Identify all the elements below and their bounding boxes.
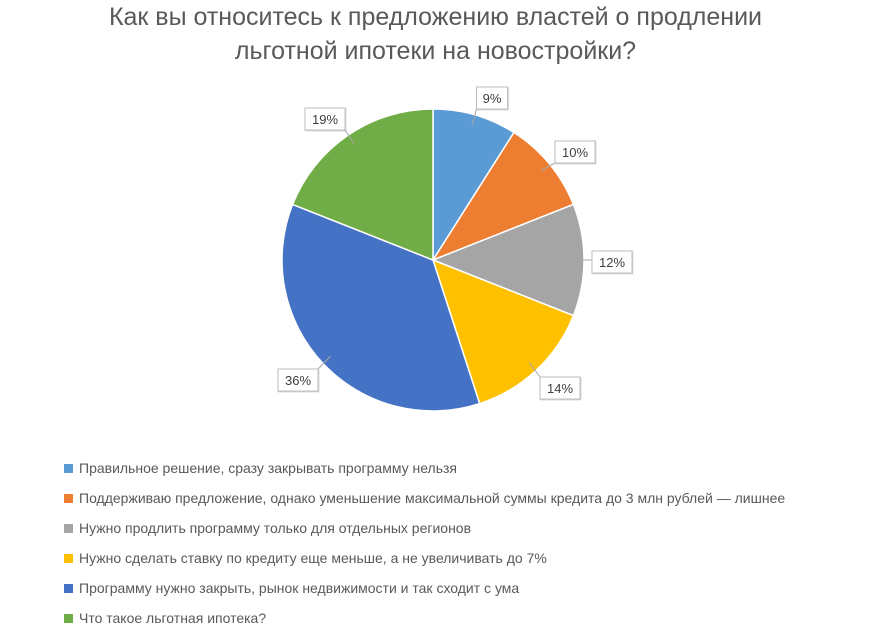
chart-legend: Правильное решение, сразу закрывать прог… [64,458,785,638]
data-label-text: 36% [285,373,311,388]
legend-label: Нужно сделать ставку по кредиту еще мень… [79,550,547,566]
data-label-box [476,86,508,110]
legend-swatch [64,584,73,593]
data-label-box [304,107,346,131]
legend-item-3: Нужно продлить программу только для отде… [64,518,785,548]
legend-swatch [64,464,73,473]
legend-item-6: Что такое льготная ипотека? [64,608,785,638]
chart-title-line-2: льготной ипотеки на новостройки? [234,37,637,65]
chart-title: Как вы относитесь к предложению властей … [0,0,871,68]
legend-swatch [64,494,73,503]
data-label-5: 36% [277,368,319,392]
data-label-box [539,376,581,400]
legend-swatch [64,614,73,623]
legend-label: Программу нужно закрыть, рынок недвижимо… [79,580,520,596]
data-label-1: 9% [476,86,508,110]
data-label-text: 9% [483,91,502,106]
chart-title-line-1: Как вы относитесь к предложению властей … [108,3,763,31]
data-label-text: 12% [599,255,625,270]
data-label-box [591,250,633,274]
leader-line-6 [344,129,355,145]
data-label-4: 14% [539,376,581,400]
legend-label: Что такое льготная ипотека? [79,610,267,626]
legend-item-2: Поддерживаю предложение, однако уменьшен… [64,488,785,518]
legend-label: Нужно продлить программу только для отде… [79,520,472,536]
data-label-3: 12% [591,250,633,274]
data-label-text: 10% [562,145,588,160]
data-label-box [554,140,596,164]
data-label-text: 19% [312,112,338,127]
leader-line-1 [471,108,477,126]
legend-swatch [64,524,73,533]
legend-label: Поддерживаю предложение, однако уменьшен… [79,490,786,506]
leader-line-4 [528,362,541,378]
data-label-2: 10% [554,140,596,164]
legend-item-5: Программу нужно закрыть, рынок недвижимо… [64,578,785,608]
leader-line-2 [540,162,556,171]
data-label-6: 19% [304,107,346,131]
data-label-box [277,368,319,392]
pie-slice-2 [431,131,575,262]
leader-line-5 [317,355,331,370]
legend-swatch [64,554,73,563]
legend-item-1: Правильное решение, сразу закрывать прог… [64,458,785,488]
legend-label: Правильное решение, сразу закрывать прог… [79,460,457,476]
legend-item-4: Нужно сделать ставку по кредиту еще мень… [64,548,785,578]
data-label-text: 14% [547,381,573,396]
